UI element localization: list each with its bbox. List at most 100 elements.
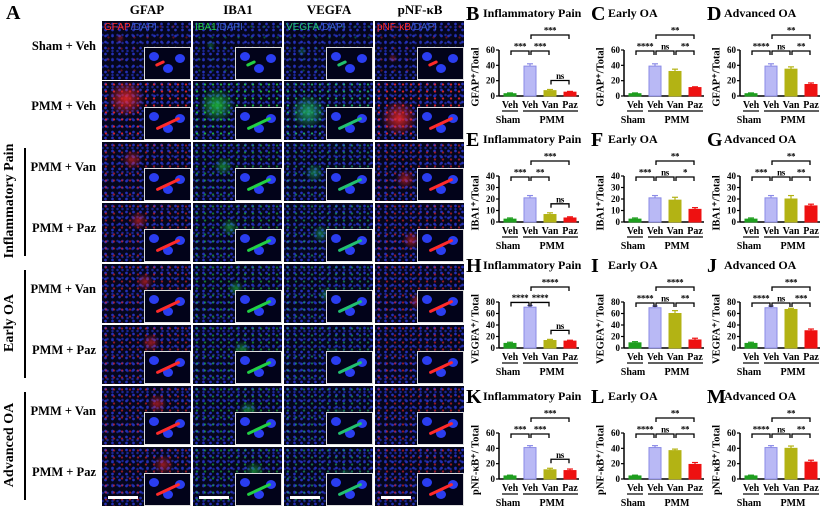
bar <box>688 339 702 349</box>
micrograph <box>284 81 373 140</box>
bar <box>744 93 758 97</box>
nucleus <box>163 64 173 73</box>
micrograph <box>284 325 373 384</box>
significance-label: *** <box>544 409 557 419</box>
significance-label: *** <box>544 26 557 36</box>
y-axis-label: GFAP⁺/Total <box>470 47 481 106</box>
chart-title: Inflammatory Pain <box>483 132 582 146</box>
micrograph <box>284 203 373 262</box>
significance-label: **** <box>753 425 770 435</box>
chart-title: Advanced OA <box>724 389 797 403</box>
significance-label: ns <box>661 42 670 52</box>
y-tick-label: 80 <box>727 297 737 307</box>
inset-zoom <box>235 351 282 384</box>
nucleus <box>163 246 173 255</box>
inset-zoom <box>417 229 464 262</box>
nucleus <box>345 246 355 255</box>
bar <box>648 65 662 97</box>
micrograph <box>102 325 191 384</box>
bar <box>764 65 778 97</box>
nucleus <box>254 185 264 194</box>
nucleus <box>149 417 159 426</box>
bar <box>543 340 557 349</box>
category-label: Paz <box>562 483 578 494</box>
micrograph <box>375 203 464 262</box>
panel-a-letter: A <box>6 2 21 24</box>
category-label: Veh <box>763 226 780 237</box>
nucleus <box>175 54 185 63</box>
micrograph: pNF-κB/DAPI <box>375 21 464 80</box>
y-tick-label: 0 <box>491 91 496 101</box>
group-label: PMM <box>665 498 691 509</box>
y-tick-label: 40 <box>486 171 496 181</box>
significance-bracket <box>751 50 771 55</box>
y-tick-label: 0 <box>732 217 737 227</box>
y-tick-label: 0 <box>491 217 496 227</box>
y-tick-label: 20 <box>486 459 496 469</box>
significance-label: ** <box>797 425 806 435</box>
nucleus <box>254 490 264 499</box>
significance-label: * <box>683 168 688 178</box>
significance-label: *** <box>534 42 547 52</box>
y-axis-label: IBA1⁺/Total <box>470 175 481 230</box>
channel-label: IBA1/DAPI <box>195 22 243 33</box>
dapi-name: /DAPI <box>216 22 243 33</box>
significance-bracket <box>530 286 570 291</box>
inset-zoom <box>326 290 373 323</box>
nucleus <box>149 478 159 487</box>
nucleus <box>331 478 341 487</box>
y-tick-label: 60 <box>486 45 496 55</box>
y-axis-label: pNF-κB⁺/ Total <box>470 425 481 495</box>
category-label: Van <box>783 352 800 363</box>
nucleus <box>422 478 432 487</box>
y-tick-label: 30 <box>727 183 737 193</box>
significance-label: *** <box>534 425 547 435</box>
significance-label: ** <box>787 152 796 162</box>
scale-bar <box>381 496 411 499</box>
bar <box>804 205 818 223</box>
category-label: Veh <box>502 100 519 111</box>
chart-panel-e: E Inflammatory Pain IBA1⁺/Total 0 10 20 30 40 Ve… <box>465 126 583 254</box>
significance-label: ** <box>671 152 680 162</box>
category-label: Veh <box>627 352 644 363</box>
group-label: PMM <box>540 367 566 378</box>
chart-title: Advanced OA <box>724 6 797 20</box>
significance-label: ** <box>671 409 680 419</box>
significance-label: ns <box>556 321 565 331</box>
category-label: Veh <box>763 352 780 363</box>
nucleus <box>357 54 367 63</box>
micrograph: IBA1/DAPI <box>193 21 282 80</box>
category-label: Veh <box>743 483 760 494</box>
chart-panel-b: B Inflammatory Pain GFAP⁺/Total 0 20 40 60 Veh V… <box>465 0 583 128</box>
nucleus <box>422 356 432 365</box>
chart-title: Advanced OA <box>724 132 797 146</box>
significance-label: **** <box>532 293 549 303</box>
chart-panel-d: D Advanced OA GFAP⁺/Total 0 20 40 60 Veh Veh Van P… <box>706 0 824 128</box>
significance-bracket <box>751 176 771 181</box>
significance-bracket <box>771 176 791 181</box>
chart-panel-f: F Early OA IBA1⁺/Total 0 10 20 30 40 Veh Veh Van Pa… <box>590 126 708 254</box>
inset-zoom <box>144 107 191 140</box>
bar <box>523 197 537 223</box>
significance-bracket <box>635 433 655 438</box>
y-tick-label: 60 <box>611 309 621 319</box>
inset-zoom <box>144 351 191 384</box>
significance-label: *** <box>639 168 652 178</box>
significance-label: *** <box>795 294 808 304</box>
inset-zoom <box>326 107 373 140</box>
group-label: Advanced OA <box>2 402 17 488</box>
inset-zoom <box>144 473 191 506</box>
nucleus <box>254 307 264 316</box>
panel-letter: K <box>466 386 482 408</box>
nucleus <box>345 429 355 438</box>
inset-zoom <box>235 473 282 506</box>
row-label: PMM + Paz <box>31 465 96 479</box>
category-label: Paz <box>562 352 578 363</box>
y-tick-label: 40 <box>486 443 496 453</box>
bar <box>563 217 577 223</box>
y-tick-label: 20 <box>611 459 621 469</box>
significance-bracket <box>751 302 771 307</box>
y-tick-label: 10 <box>486 206 496 216</box>
